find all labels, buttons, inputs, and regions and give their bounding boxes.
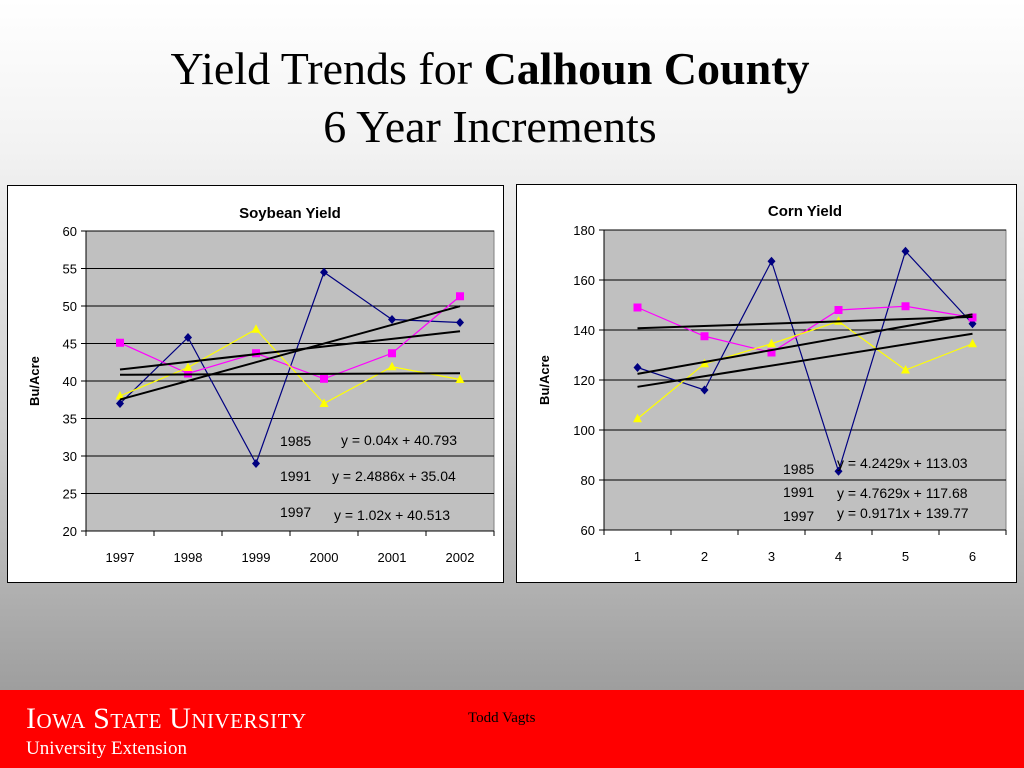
series-line-1985 [637, 250, 973, 474]
data-point-1997 [251, 324, 261, 333]
y-tick-label: 160 [573, 273, 595, 288]
trendline-label: 1997 [280, 504, 311, 520]
data-point-1985 [184, 333, 192, 342]
x-tick-label: 4 [835, 549, 842, 564]
data-point-1997 [455, 374, 465, 383]
y-axis-label: Bu/Acre [27, 356, 42, 406]
data-point-1985 [116, 399, 124, 408]
trendline-equation: y = 4.2429x + 113.03 [837, 455, 968, 471]
data-point-1985 [901, 246, 910, 256]
series-line-1985 [119, 271, 461, 465]
trendline-1985 [119, 372, 461, 376]
data-point-1985 [388, 315, 396, 324]
y-tick-label: 55 [63, 262, 77, 277]
data-point-1985 [767, 256, 776, 266]
data-point-1991 [116, 338, 124, 347]
data-point-1991 [700, 332, 709, 341]
data-point-1997 [767, 338, 776, 348]
series-line-1991 [637, 305, 973, 354]
data-point-1997 [387, 361, 397, 371]
trendline-1991 [119, 305, 461, 401]
data-point-1997 [968, 338, 977, 348]
y-tick-label: 120 [573, 373, 595, 388]
x-tick-label: 1999 [242, 550, 271, 565]
x-tick-label: 3 [768, 549, 775, 564]
data-point-1991 [901, 302, 910, 311]
x-tick-label: 5 [902, 549, 909, 564]
data-point-1985 [320, 267, 328, 277]
trendline-equation: y = 2.4886x + 35.04 [332, 468, 456, 484]
trendline-1997 [637, 315, 973, 330]
soybean-chart-panel: Soybean Yield 20 25 30 35 40 45 50 55 60 1997 1998 1… [7, 185, 504, 583]
data-point-1991 [633, 303, 642, 312]
author-name: Todd Vagts [468, 710, 536, 726]
title-county: Calhoun County [483, 43, 810, 94]
y-tick-label: 60 [581, 523, 595, 538]
y-tick-label: 20 [63, 524, 77, 539]
university-logo-text: IOWA STATE UNIVERSITY [26, 702, 307, 735]
data-point-1991 [388, 349, 396, 358]
trendline-label: 1991 [280, 468, 311, 484]
chart-title: Soybean Yield [239, 205, 341, 222]
data-point-1997 [319, 398, 329, 407]
data-point-1997 [633, 413, 642, 423]
y-tick-label: 50 [63, 299, 77, 314]
data-point-1991 [456, 292, 464, 301]
corn-chart: Corn Yield 60 80 100 120 140 160 180 1 2 3 4 5 6 Bu/Ac… [537, 203, 1007, 564]
data-point-1985 [633, 363, 642, 372]
trendline-label: 1985 [280, 433, 311, 449]
trendline-1985 [637, 332, 973, 388]
slide-subtitle: 6 Year Increments [323, 101, 657, 152]
y-tick-label: 100 [573, 423, 595, 438]
y-tick-label: 30 [63, 449, 77, 464]
y-tick-label: 140 [573, 323, 595, 338]
trendline-equation: y = 1.02x + 40.513 [334, 507, 450, 523]
data-point-1991 [834, 306, 843, 314]
chart-title: Corn Yield [768, 203, 842, 220]
trendline-label: 1997 [783, 508, 814, 524]
series-line-1997 [119, 328, 461, 405]
y-axis-label: Bu/Acre [537, 355, 552, 405]
corn-chart-panel: Corn Yield 60 80 100 120 140 160 180 1 2 3 4 5 6 Bu/Ac… [516, 184, 1017, 583]
x-tick-label: 1998 [174, 550, 203, 565]
y-tick-label: 80 [581, 473, 595, 488]
title-prefix: Yield Trends for [170, 43, 484, 94]
slide-title: Yield Trends for Calhoun County 6 Year I… [0, 40, 980, 156]
y-tick-label: 60 [63, 224, 77, 239]
y-tick-label: 45 [63, 337, 77, 352]
data-point-1985 [456, 318, 464, 327]
footer-bar: IOWA STATE UNIVERSITY University Extensi… [0, 690, 1024, 768]
data-point-1997 [183, 362, 193, 371]
y-tick-label: 40 [63, 374, 77, 389]
data-point-1997 [115, 391, 125, 400]
y-tick-label: 35 [63, 412, 77, 427]
series-line-1997 [637, 320, 973, 420]
x-tick-label: 6 [969, 549, 976, 564]
x-tick-label: 2 [701, 549, 708, 564]
trendline-equation: y = 0.04x + 40.793 [341, 432, 457, 448]
trendline-label: 1991 [783, 484, 814, 500]
title-line: Yield Trends for Calhoun County [0, 40, 980, 98]
trendline-equation: y = 4.7629x + 117.68 [837, 485, 968, 501]
data-point-1985 [700, 385, 709, 395]
data-point-1985 [252, 459, 260, 468]
extension-label: University Extension [26, 738, 187, 759]
trendline-equation: y = 0.9171x + 139.77 [837, 505, 969, 521]
trendline-1997 [119, 330, 461, 371]
data-point-1991 [767, 348, 776, 357]
data-point-1991 [320, 374, 328, 383]
x-tick-label: 2002 [446, 550, 475, 565]
trendline-1991 [637, 313, 973, 375]
x-tick-label: 2000 [310, 550, 339, 565]
x-tick-label: 1997 [106, 550, 135, 565]
x-tick-label: 2001 [378, 550, 407, 565]
trendline-label: 1985 [783, 461, 814, 477]
x-tick-label: 1 [634, 549, 641, 564]
data-point-1985 [834, 466, 843, 476]
soybean-chart: Soybean Yield 20 25 30 35 40 45 50 55 60 1997 1998 1… [27, 205, 495, 565]
y-tick-label: 25 [63, 487, 77, 502]
data-point-1997 [901, 365, 910, 374]
y-tick-label: 180 [573, 223, 595, 238]
